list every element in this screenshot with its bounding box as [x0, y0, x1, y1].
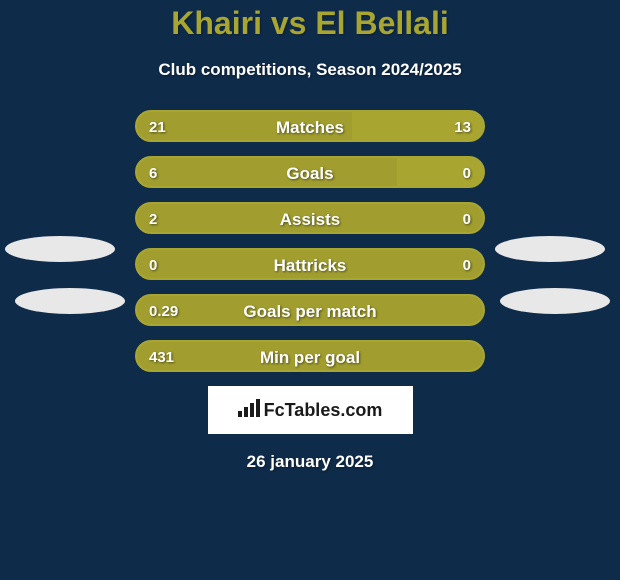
stat-value-right: 0	[463, 250, 471, 280]
stat-label: Goals per match	[137, 296, 483, 326]
stat-label: Min per goal	[137, 342, 483, 372]
stat-row: Assists2 0	[0, 202, 620, 234]
fctables-badge[interactable]: FcTables.com	[208, 386, 413, 434]
page-title: Khairi vs El Bellali	[0, 5, 620, 42]
stat-bar-track: Hattricks0 0	[135, 248, 485, 280]
badge-text: FcTables.com	[264, 400, 383, 421]
footer-date: 26 january 2025	[0, 452, 620, 472]
subtitle: Club competitions, Season 2024/2025	[0, 60, 620, 80]
stat-value-left: 0.29	[149, 296, 178, 326]
stat-row: Goals6 0	[0, 156, 620, 188]
stat-label: Hattricks	[137, 250, 483, 280]
stat-label: Assists	[137, 204, 483, 234]
stat-row: Min per goal431	[0, 340, 620, 372]
stat-bar-track: Assists2 0	[135, 202, 485, 234]
stat-value-left: 21	[149, 112, 166, 142]
stat-value-left: 431	[149, 342, 174, 372]
stat-label: Goals	[137, 158, 483, 188]
stat-value-left: 2	[149, 204, 157, 234]
stat-bar-track: Min per goal431	[135, 340, 485, 372]
stat-value-right: 0	[463, 158, 471, 188]
stat-label: Matches	[137, 112, 483, 142]
stat-value-left: 6	[149, 158, 157, 188]
stat-value-left: 0	[149, 250, 157, 280]
comparison-card: Khairi vs El Bellali Club competitions, …	[0, 0, 620, 580]
stat-bar-track: Matches21 13	[135, 110, 485, 142]
stat-bar-track: Goals6 0	[135, 156, 485, 188]
stat-row: Goals per match0.29	[0, 294, 620, 326]
stat-bar-track: Goals per match0.29	[135, 294, 485, 326]
stat-value-right: 0	[463, 204, 471, 234]
stat-value-right: 13	[454, 112, 471, 142]
stat-row: Matches21 13	[0, 110, 620, 142]
signal-icon	[238, 399, 260, 422]
stat-row: Hattricks0 0	[0, 248, 620, 280]
stats-area: Matches2113Goals60Assists20Hattricks00Go…	[0, 110, 620, 372]
